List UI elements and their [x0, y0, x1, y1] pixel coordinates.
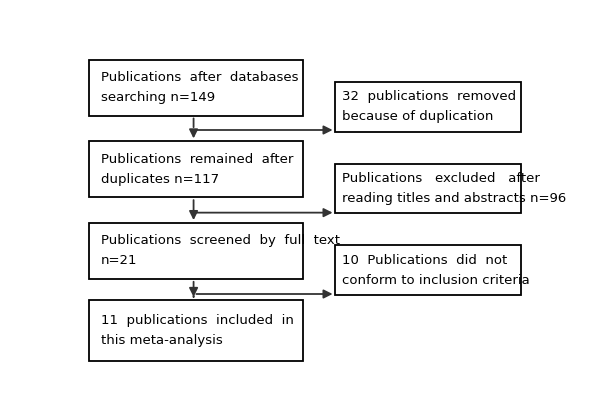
Text: 10  Publications  did  not
conform to inclusion criteria: 10 Publications did not conform to inclu…	[343, 254, 530, 287]
Text: 11  publications  included  in
this meta-analysis: 11 publications included in this meta-an…	[101, 314, 293, 347]
FancyBboxPatch shape	[89, 300, 303, 361]
FancyBboxPatch shape	[335, 245, 521, 295]
FancyBboxPatch shape	[335, 82, 521, 131]
Text: Publications  remained  after
duplicates n=117: Publications remained after duplicates n…	[101, 153, 293, 186]
Text: Publications   excluded   after
reading titles and abstracts n=96: Publications excluded after reading titl…	[343, 172, 566, 205]
FancyBboxPatch shape	[89, 59, 303, 116]
FancyBboxPatch shape	[89, 223, 303, 279]
Text: Publications  screened  by  full  text
n=21: Publications screened by full text n=21	[101, 235, 340, 267]
Text: 32  publications  removed
because of duplication: 32 publications removed because of dupli…	[343, 90, 517, 123]
FancyBboxPatch shape	[89, 141, 303, 197]
FancyBboxPatch shape	[335, 163, 521, 213]
Text: Publications  after  databases
searching n=149: Publications after databases searching n…	[101, 71, 298, 104]
